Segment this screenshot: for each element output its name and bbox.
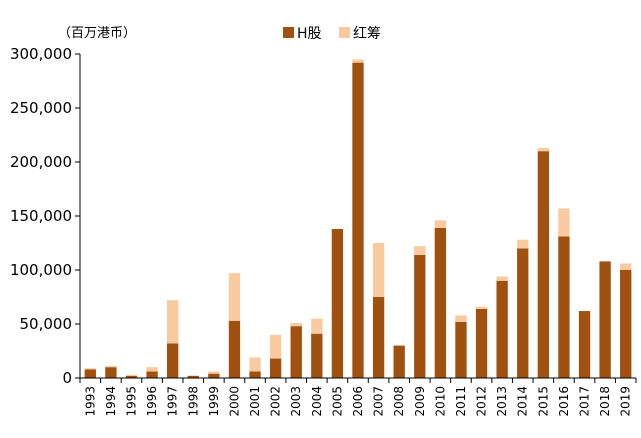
- bar-h-share-1995: [125, 375, 138, 378]
- bar-red-chip-2010: [434, 220, 447, 228]
- x-tick-label: 1999: [207, 386, 221, 417]
- bar-red-chip-2013: [496, 276, 508, 281]
- x-tick-label: 2001: [248, 386, 262, 417]
- x-tick-label: 2006: [351, 386, 365, 417]
- x-tick-label: 2019: [619, 386, 633, 417]
- x-tick-label: 2004: [310, 386, 324, 417]
- bar-h-share-1994: [105, 367, 117, 378]
- bar-h-share-2010: [434, 227, 447, 378]
- legend: H股 红筹: [283, 25, 381, 42]
- bar-h-share-2009: [414, 254, 426, 378]
- bar-h-share-2002: [269, 358, 282, 378]
- bar-h-share-1998: [187, 375, 199, 378]
- x-tick-label: 2003: [289, 386, 303, 417]
- x-tick-label: 1993: [83, 386, 97, 417]
- bar-red-chip-2019: [620, 263, 632, 270]
- bar-h-share-2006: [352, 62, 364, 378]
- x-tick-label: 2011: [454, 386, 468, 417]
- bar-h-share-2003: [290, 326, 302, 378]
- bar-red-chip-2014: [517, 239, 529, 249]
- bar-h-share-2011: [455, 321, 467, 378]
- bar-red-chip-1993: [84, 368, 96, 370]
- y-tick-label: 0: [62, 369, 72, 387]
- bar-red-chip-2002: [269, 334, 282, 359]
- bar-red-chip-2011: [455, 315, 467, 322]
- bar-red-chip-2001: [249, 357, 261, 372]
- bar-red-chip-2007: [372, 243, 385, 297]
- y-tick-label: 300,000: [10, 45, 72, 63]
- bar-red-chip-1996: [146, 367, 158, 372]
- x-tick-label: 2013: [495, 386, 509, 417]
- bar-h-share-2014: [517, 248, 529, 378]
- bar-red-chip-1999: [208, 371, 220, 374]
- bar-h-share-2004: [311, 333, 323, 378]
- x-tick-label: 1997: [166, 386, 180, 417]
- x-tick-label: 2014: [516, 386, 530, 417]
- bar-red-chip-2015: [537, 147, 549, 152]
- x-tick-label: 1995: [124, 386, 138, 417]
- x-tick-label: 2018: [598, 386, 612, 417]
- legend-label-h-share: H股: [297, 26, 322, 42]
- legend-label-red-chip: 红筹: [353, 25, 381, 42]
- x-tick-label: 2015: [536, 386, 550, 417]
- bar-h-share-2001: [249, 371, 261, 378]
- x-tick-label: 2016: [557, 386, 571, 417]
- bar-h-share-2013: [496, 280, 508, 378]
- bar-h-share-1996: [146, 371, 158, 378]
- x-tick-label: 1998: [186, 386, 200, 417]
- bar-h-share-2018: [599, 261, 611, 378]
- bar-h-share-1993: [84, 369, 96, 378]
- x-tick-label: 2007: [372, 386, 386, 417]
- x-tick-label: 2000: [227, 386, 241, 417]
- legend-swatch-h-share: [283, 27, 294, 38]
- y-axis-ticks: 0 50,000 100,000 150,000 200,000 250,000 300,0…: [10, 45, 80, 387]
- bar-h-share-2007: [372, 297, 385, 378]
- bar-red-chip-1994: [105, 366, 117, 368]
- bar-h-share-1999: [208, 373, 220, 378]
- bar-h-share-2016: [558, 236, 570, 378]
- y-tick-label: 100,000: [10, 261, 72, 279]
- bar-red-chip-2012: [475, 306, 488, 309]
- y-tick-label: 250,000: [10, 99, 72, 117]
- bar-red-chip-1997: [167, 300, 179, 344]
- x-tick-label: 1996: [145, 386, 159, 417]
- bar-h-share-2019: [620, 270, 632, 378]
- bar-h-share-2008: [393, 345, 405, 378]
- legend-swatch-red-chip: [339, 27, 350, 38]
- bar-red-chip-2009: [414, 246, 426, 255]
- x-axis-ticks: 1993 1994 1995 1996 1997 1998 1999 2000 2001 2002…: [79, 378, 637, 417]
- x-tick-label: 1994: [104, 386, 118, 417]
- y-tick-label: 200,000: [10, 153, 72, 171]
- x-tick-label: 2009: [413, 386, 427, 417]
- bar-h-share-1997: [167, 343, 179, 378]
- bar-red-chip-2000: [228, 273, 241, 321]
- x-tick-label: 2017: [578, 386, 592, 417]
- y-axis-unit-label: （百万港币）: [58, 26, 136, 41]
- bar-red-chip-1995: [125, 374, 138, 376]
- bar-red-chip-2004: [311, 318, 323, 334]
- x-tick-label: 2005: [330, 386, 344, 417]
- y-tick-label: 50,000: [20, 315, 73, 333]
- bar-h-share-2005: [331, 228, 344, 378]
- bar-h-share-2017: [578, 311, 591, 378]
- x-tick-label: 2002: [269, 386, 283, 417]
- bar-red-chip-2006: [352, 59, 364, 63]
- bar-h-share-2015: [537, 151, 549, 378]
- bars: [84, 59, 632, 378]
- bar-h-share-2000: [228, 320, 241, 378]
- x-tick-label: 2008: [392, 386, 406, 417]
- x-tick-label: 2010: [433, 386, 447, 417]
- bar-h-share-2012: [475, 308, 488, 378]
- bar-red-chip-2003: [290, 322, 302, 327]
- bar-red-chip-2016: [558, 208, 570, 237]
- x-tick-label: 2012: [475, 386, 489, 417]
- y-tick-label: 150,000: [10, 207, 72, 225]
